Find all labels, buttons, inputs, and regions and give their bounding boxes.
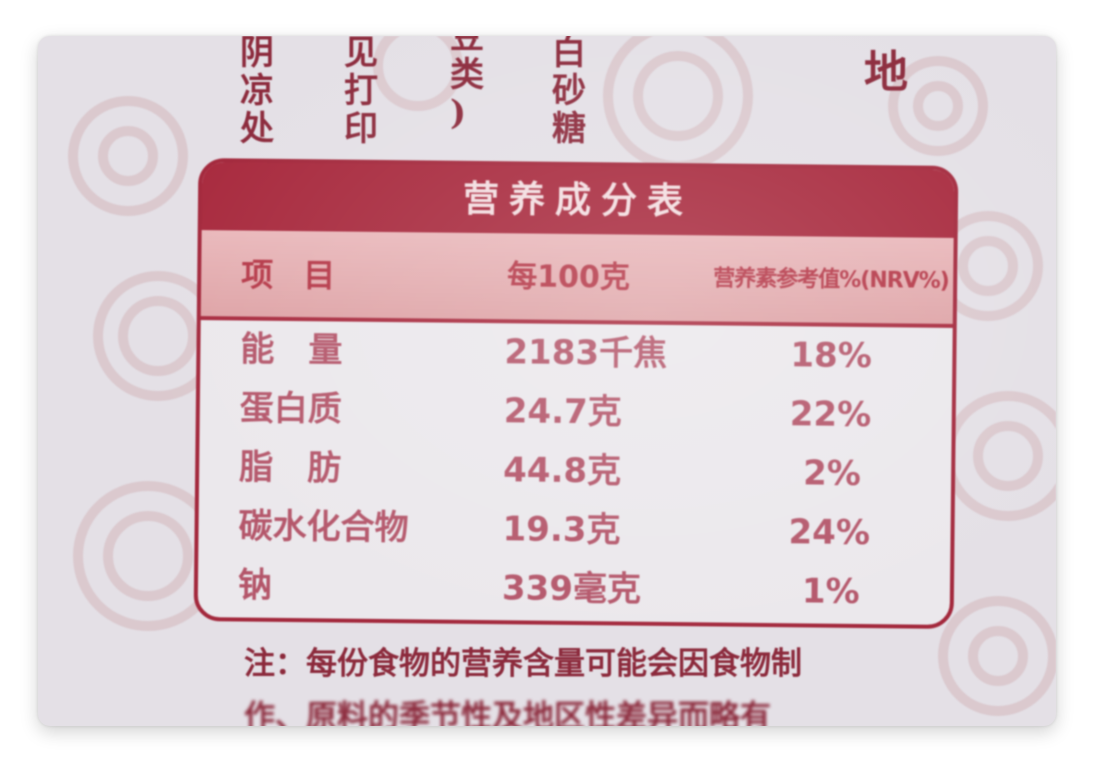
top-text-column: 阴 凉 处: [240, 36, 274, 149]
row-per-100g: 2183千焦: [504, 332, 668, 374]
table-row: 钠 339毫克 1%: [198, 556, 951, 623]
table-title: 营养成分表: [201, 162, 955, 238]
table-row: 能 量 2183千焦 18%: [200, 320, 953, 387]
row-nrv: 1%: [801, 571, 860, 612]
row-per-100g: 24.7克: [503, 391, 622, 433]
header-nrv: 营养素参考值%(NRV%): [713, 266, 949, 294]
top-text-columns: 阴 凉 处 见 打 印 豆 类 ) 白 砂 糖 地: [38, 36, 1056, 156]
corner-text: 地: [864, 47, 908, 98]
table-row: 碳水化合物 19.3克 24%: [198, 497, 951, 564]
footnote-line-1: 注：每份食物的营养含量可能会因食物制: [244, 646, 802, 682]
footnote-line-2: 作、原料的季节性及地区性差异而略有: [244, 699, 771, 726]
row-item: 蛋白质: [239, 388, 343, 430]
row-per-100g: 44.8克: [502, 450, 622, 492]
table-row: 蛋白质 24.7克 22%: [200, 379, 953, 446]
header-per-100g: 每100克: [507, 259, 631, 296]
row-nrv: 24%: [788, 512, 871, 554]
row-item: 碳水化合物: [238, 506, 409, 549]
row-nrv: 18%: [790, 335, 873, 377]
nutrition-table: 营养成分表 项目 每100克 营养素参考值%(NRV%) 能 量 2183千焦 …: [193, 158, 959, 629]
table-header-row: 项目 每100克 营养素参考值%(NRV%): [200, 230, 954, 328]
top-text-column: 豆 类 ): [450, 36, 484, 133]
top-text-column: 白 砂 糖: [552, 36, 586, 149]
table-row: 脂 肪 44.8克 2%: [199, 438, 952, 505]
table-body: 能 量 2183千焦 18% 蛋白质 24.7克 22% 脂 肪 44.8克 2…: [198, 320, 953, 623]
row-per-100g: 19.3克: [502, 509, 621, 551]
row-item: 钠: [237, 565, 273, 606]
photo-frame: 阴 凉 处 见 打 印 豆 类 ) 白 砂 糖 地 营养成分表 项目 每100克…: [38, 36, 1056, 726]
row-nrv: 2%: [802, 453, 862, 494]
row-item: 能 量: [240, 329, 343, 371]
row-per-100g: 339毫克: [501, 568, 642, 610]
row-item: 脂 肪: [238, 447, 342, 489]
row-nrv: 22%: [789, 394, 872, 436]
top-text-column: 见 打 印: [344, 36, 378, 149]
header-item: 项目: [241, 255, 366, 295]
